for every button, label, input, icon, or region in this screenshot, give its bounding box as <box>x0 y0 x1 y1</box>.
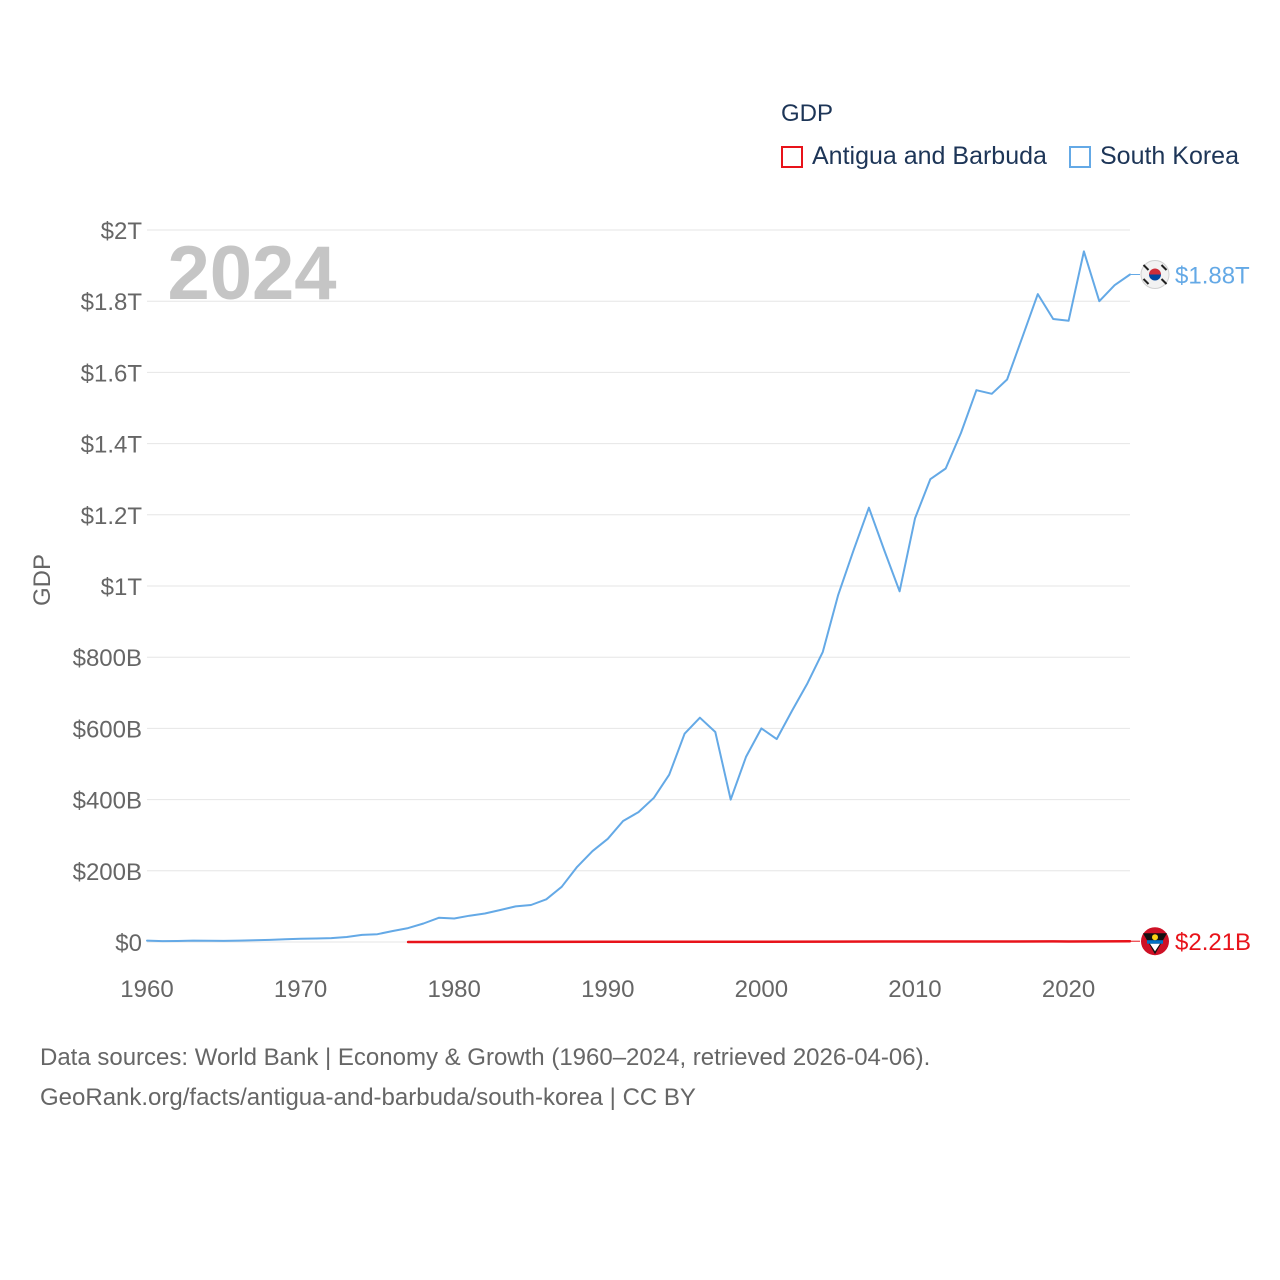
x-tick-label: 1990 <box>581 976 634 1003</box>
x-tick-label: 2010 <box>888 976 941 1003</box>
y-axis-ticks: $0 $200B $400B $600B $800B $1T $1.2T $1.4T $1.6T… <box>73 218 143 957</box>
y-tick-label: $1.2T <box>81 503 143 530</box>
y-tick-label: $1.8T <box>81 289 143 316</box>
series-line-antigua-and-barbuda <box>406 939 1132 944</box>
y-tick-label: $800B <box>73 645 142 672</box>
y-axis-title: GDP <box>29 554 56 606</box>
x-tick-label: 1960 <box>120 976 173 1003</box>
legend-item-antigua[interactable]: Antigua and Barbuda <box>781 142 1047 171</box>
end-label-south-korea: $1.88T <box>1175 263 1250 290</box>
y-tick-label: $600B <box>73 716 142 743</box>
legend-item-south-korea[interactable]: South Korea <box>1069 142 1239 171</box>
y-tick-label: $200B <box>73 859 142 886</box>
x-axis-ticks: 1960 1970 1980 1990 2000 2010 2020 <box>120 976 1095 1003</box>
legend-swatch-antigua <box>781 145 803 168</box>
y-tick-label: $0 <box>115 930 142 957</box>
y-tick-label: $1.6T <box>81 360 143 387</box>
series-line-south-korea <box>146 250 1131 943</box>
footer-attribution[interactable]: GeoRank.org/facts/antigua-and-barbuda/so… <box>40 1084 696 1111</box>
x-tick-label: 2020 <box>1042 976 1095 1003</box>
y-tick-label: $1T <box>101 574 143 601</box>
legend-label-antigua: Antigua and Barbuda <box>812 142 1047 170</box>
x-tick-label: 1980 <box>427 976 480 1003</box>
year-watermark: 2024 <box>167 231 336 316</box>
antigua-flag-icon <box>1141 927 1169 956</box>
x-tick-label: 1970 <box>274 976 327 1003</box>
end-label-antigua-and-barbuda: $2.21B <box>1175 929 1251 956</box>
footer-sources: Data sources: World Bank | Economy & Gro… <box>40 1044 931 1071</box>
y-tick-label: $1.4T <box>81 432 143 459</box>
series-end-labels: $1.88T $2.21B <box>1130 260 1251 956</box>
chart-gridlines <box>147 229 1130 943</box>
y-tick-label: $400B <box>73 788 142 815</box>
legend-swatch-south-korea <box>1069 145 1091 168</box>
legend-title: GDP <box>781 100 834 127</box>
x-tick-label: 2000 <box>735 976 788 1003</box>
series-lines <box>146 250 1132 944</box>
south-korea-flag-icon <box>1140 260 1170 289</box>
legend-label-south-korea: South Korea <box>1100 142 1239 170</box>
y-tick-label: $2T <box>101 218 143 245</box>
